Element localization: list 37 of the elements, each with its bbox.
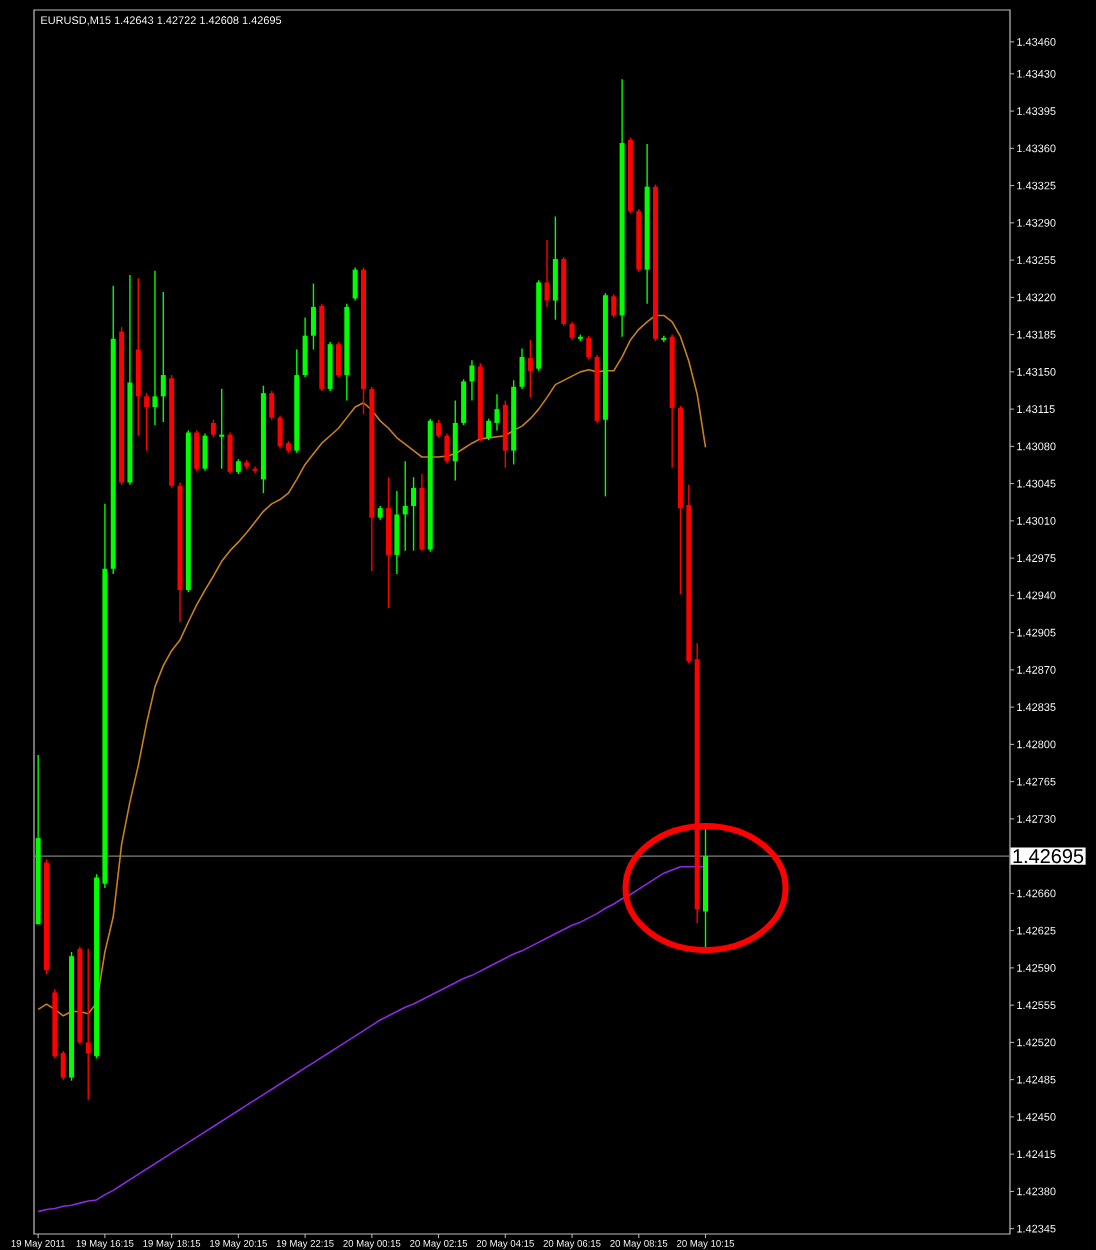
candlestick [310,282,316,351]
candlestick [202,432,208,472]
candlestick [227,431,233,475]
candlestick [552,215,558,321]
candlestick [160,291,166,423]
candlestick [527,339,533,399]
candlestick [135,277,141,437]
candlestick [461,378,467,426]
candlestick [219,388,225,470]
candlestick [60,1050,66,1081]
candlestick [85,948,91,1101]
ref-line-label: 1.42695 [1013,849,1084,864]
candlestick [494,393,500,432]
candlestick [386,476,392,609]
candlestick [352,266,358,302]
candlestick [144,392,150,452]
candlestick [469,359,475,402]
candlestick [436,419,442,439]
candlestick [569,321,575,341]
candlestick [519,347,525,390]
candlestick [452,399,458,482]
candlestick [611,293,617,319]
candlestick [302,316,308,378]
candlestick [277,414,283,450]
candlestick [402,460,408,552]
candlestick [327,341,333,392]
candlestick [194,429,200,472]
candlestick [544,239,550,308]
candlestick [444,432,450,465]
candlestick [152,270,158,426]
candlestick [486,417,492,441]
candlestick [502,399,508,469]
candlestick [335,341,341,378]
candlestick [411,476,417,552]
candlestick [586,334,592,360]
candlestick [269,390,275,421]
candlestick [394,490,400,575]
